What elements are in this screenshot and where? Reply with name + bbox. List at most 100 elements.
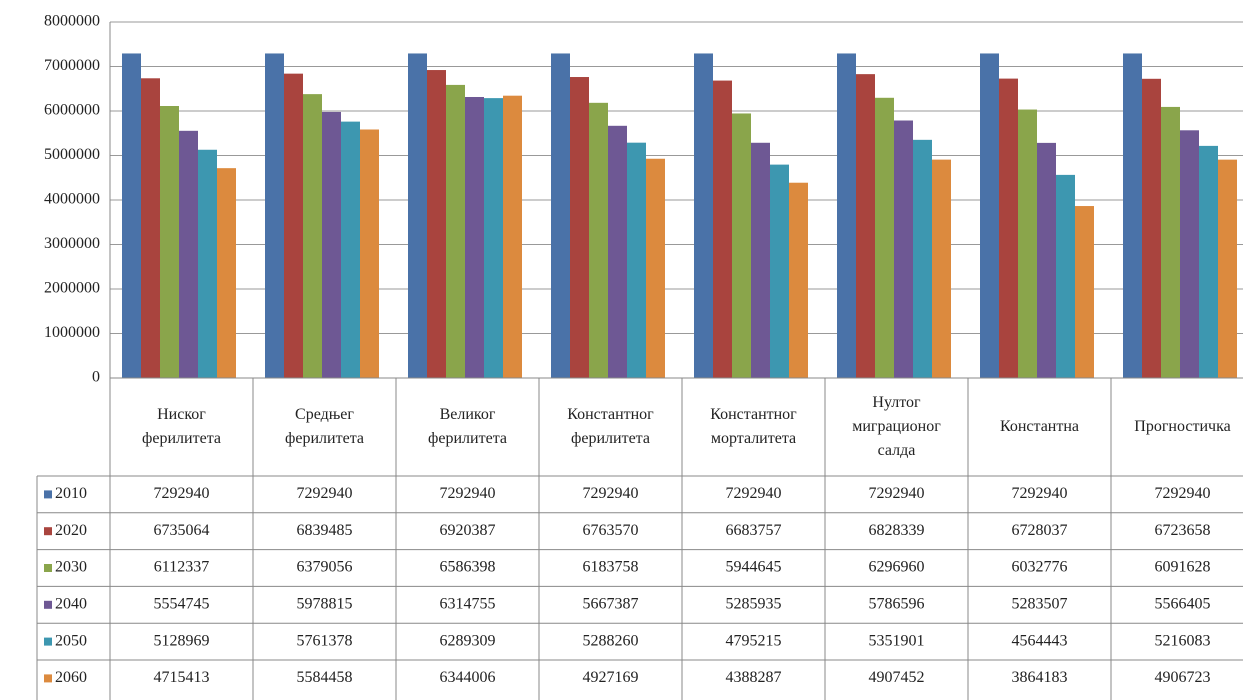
table-value: 6723658: [1155, 522, 1211, 539]
legend-label: 2060: [55, 669, 87, 686]
category-cell: Ниског ферилитета: [142, 406, 221, 447]
x-tick-label: Константног ферилитета: [567, 406, 654, 447]
bar: [589, 102, 608, 379]
bar: [484, 98, 503, 379]
bar: [265, 53, 284, 378]
table-value: 6763570: [583, 522, 639, 539]
y-tick-label: 8000000: [44, 13, 100, 30]
table-value: 6828339: [869, 522, 925, 539]
bar: [465, 96, 484, 378]
bar: [1056, 174, 1075, 378]
bar: [122, 53, 141, 378]
bar: [141, 78, 160, 379]
table-value: 6735064: [154, 522, 210, 539]
bar: [980, 53, 999, 378]
legend-label: 2030: [55, 559, 87, 576]
table-value: 6379056: [297, 559, 353, 576]
bar: [160, 106, 179, 378]
table-value: 5761378: [297, 632, 353, 649]
table-value: 5288260: [583, 632, 639, 649]
category-cell: Прогностичка: [1134, 418, 1231, 435]
x-tick-label: Константна: [999, 418, 1080, 435]
bar: [322, 111, 341, 378]
table-value: 5584458: [297, 669, 353, 686]
legend-label: 2010: [55, 485, 87, 502]
table-value: 4907452: [869, 669, 925, 686]
y-tick-label: 3000000: [44, 235, 100, 252]
bar: [408, 53, 427, 378]
table-value: 6920387: [440, 522, 496, 539]
table-value: 6683757: [726, 522, 782, 539]
table-value: 6314755: [440, 595, 496, 612]
table-value: 5667387: [583, 595, 639, 612]
bar: [503, 95, 522, 378]
y-tick-label: 1000000: [44, 324, 100, 341]
bar: [341, 121, 360, 378]
bar: [1161, 106, 1180, 379]
table-value: 5285935: [726, 595, 782, 612]
table-value: 3864183: [1012, 669, 1068, 686]
bar: [932, 159, 951, 378]
table-value: 7292940: [869, 485, 925, 502]
bar: [608, 125, 627, 379]
bar: [751, 142, 770, 378]
category-cell: Средњег ферилитета: [285, 406, 364, 447]
table-value: 6344006: [440, 669, 496, 686]
x-tick-label: Прогностичка: [1134, 418, 1231, 435]
table-value: 6289309: [440, 632, 496, 649]
y-tick-label: 7000000: [44, 57, 100, 74]
table-value: 5944645: [726, 559, 782, 576]
x-tick-label: Ниског ферилитета: [142, 406, 221, 447]
table-value: 7292940: [1155, 485, 1211, 502]
bar: [551, 53, 570, 378]
bar: [1199, 145, 1218, 378]
legend-swatch: [44, 637, 52, 646]
bar: [360, 129, 379, 378]
bar: [303, 94, 322, 378]
table-value: 7292940: [726, 485, 782, 502]
table-value: 6183758: [583, 559, 639, 576]
bar: [646, 158, 665, 378]
legend-swatch: [44, 564, 52, 572]
x-tick-label: Средњег ферилитета: [285, 406, 364, 447]
bar: [713, 80, 732, 378]
x-tick-label: Великог ферилитета: [428, 406, 507, 447]
table-value: 5566405: [1155, 595, 1211, 612]
legend-swatch: [44, 600, 52, 609]
table-value: 4564443: [1012, 632, 1068, 649]
bar: [837, 53, 856, 378]
bar: [999, 78, 1018, 378]
legend-label: 2050: [55, 632, 87, 649]
table-value: 5554745: [154, 595, 210, 612]
table-value: 4388287: [726, 669, 782, 686]
table-value: 6728037: [1012, 522, 1068, 539]
table-value: 7292940: [583, 485, 639, 502]
bar: [875, 97, 894, 378]
table-value: 6091628: [1155, 559, 1211, 576]
legend-label: 2040: [55, 595, 87, 612]
table-value: 6112337: [154, 559, 209, 576]
table-value: 4795215: [726, 632, 782, 649]
category-cell: Великог ферилитета: [428, 406, 507, 447]
table-value: 5216083: [1155, 632, 1211, 649]
bar: [570, 77, 589, 379]
table-value: 6586398: [440, 559, 496, 576]
table-value: 4927169: [583, 669, 639, 686]
table-value: 4715413: [154, 669, 210, 686]
x-tick-label: Нултог миграционог салда: [852, 394, 941, 459]
bar: [627, 142, 646, 378]
bar: [1037, 142, 1056, 378]
category-cell: Константног морталитета: [710, 406, 797, 447]
y-tick-label: 2000000: [44, 280, 100, 297]
table-value: 7292940: [154, 485, 210, 502]
y-tick-label: 6000000: [44, 102, 100, 119]
bar: [446, 84, 465, 379]
table-value: 7292940: [297, 485, 353, 502]
bar: [1142, 78, 1161, 379]
legend-swatch: [44, 527, 52, 536]
bar: [894, 120, 913, 379]
bar: [1218, 159, 1237, 378]
legend-label: 2020: [55, 522, 87, 539]
bar: [427, 70, 446, 378]
